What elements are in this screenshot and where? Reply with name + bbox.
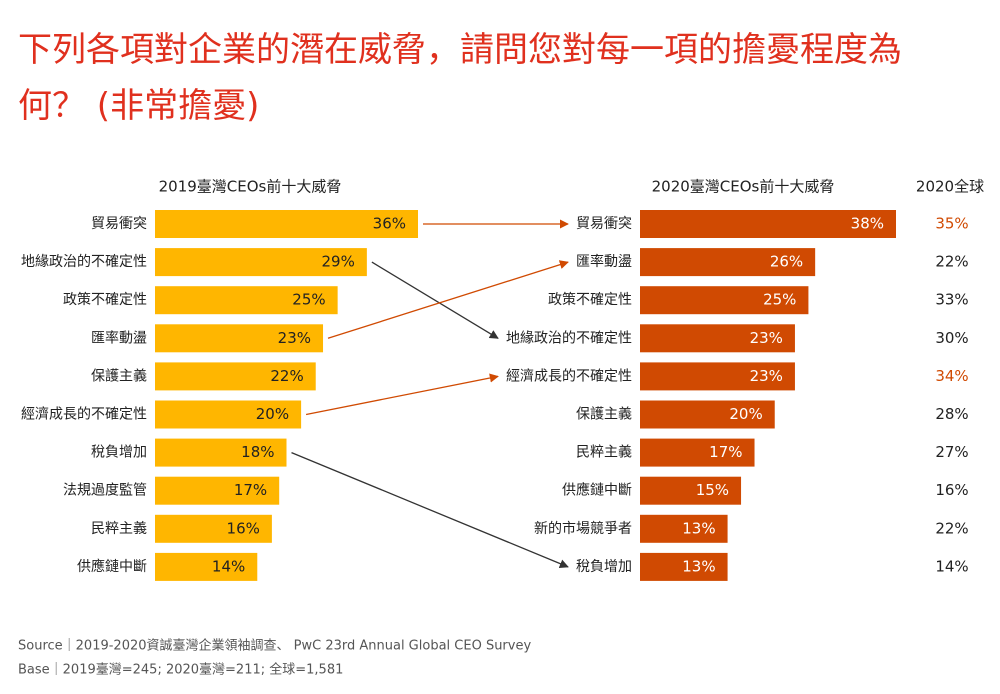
bar (640, 476, 742, 505)
bar (640, 438, 755, 467)
category-label: 政策不確定性 (548, 291, 632, 308)
value-label: 36% (373, 215, 406, 233)
global-value: 28% (935, 405, 968, 423)
base-note: Base｜2019臺灣=245; 2020臺灣=211; 全球=1,581 (18, 662, 343, 678)
global-value: 35% (935, 215, 968, 233)
category-label: 供應鏈中斷 (562, 482, 632, 499)
bar (155, 248, 367, 277)
bar (640, 400, 775, 429)
category-label: 地緣政治的不確定性 (21, 254, 147, 270)
global-value: 22% (935, 519, 968, 537)
category-label: 保護主義 (91, 367, 147, 384)
bar (155, 362, 316, 391)
bar (640, 552, 728, 581)
bar (155, 324, 324, 353)
value-label: 16% (227, 519, 260, 537)
value-label: 25% (763, 291, 796, 309)
category-label: 經濟成長的不確定性 (506, 368, 632, 384)
category-label: 貿易衝突 (576, 216, 632, 232)
value-label: 17% (234, 481, 267, 499)
chart-subtitle: 2019臺灣CEOs前十大威脅 (159, 178, 342, 196)
global-value: 27% (935, 443, 968, 461)
bar (155, 514, 272, 543)
bar (155, 438, 287, 467)
value-label: 17% (709, 443, 742, 461)
category-label: 供應鏈中斷 (77, 558, 147, 575)
category-label: 地緣政治的不確定性 (506, 330, 632, 346)
category-label: 匯率動盪 (576, 253, 632, 270)
bar (155, 210, 418, 238)
value-label: 20% (729, 405, 762, 423)
category-label: 民粹主義 (576, 444, 632, 461)
category-label: 法規過度監管 (63, 482, 147, 499)
category-label: 政策不確定性 (63, 291, 147, 308)
category-label: 新的市場競爭者 (534, 520, 632, 537)
value-label: 25% (292, 291, 325, 309)
rank-arrow (327, 260, 569, 339)
value-label: 29% (322, 253, 355, 271)
global-value: 34% (935, 367, 968, 385)
page-title: 下列各項對企業的潛在威脅，請問您對每一項的擔憂程度為何？ (非常擔憂) (18, 30, 902, 126)
value-label: 18% (241, 443, 274, 461)
value-label: 22% (270, 367, 303, 385)
rank-arrow (305, 373, 499, 416)
global-value: 22% (935, 253, 968, 271)
bar (640, 362, 795, 391)
global-value: 33% (935, 291, 968, 309)
value-label: 20% (256, 405, 289, 423)
value-label: 23% (750, 367, 783, 385)
category-label: 貿易衝突 (91, 216, 147, 232)
global-value: 30% (935, 329, 968, 347)
chart-subtitle: 2020臺灣CEOs前十大威脅 (652, 178, 835, 196)
category-label: 匯率動盪 (91, 329, 147, 346)
category-label: 稅負增加 (91, 445, 147, 461)
bar (155, 400, 302, 429)
bar (155, 476, 280, 505)
value-label: 14% (212, 557, 245, 575)
value-label: 23% (278, 329, 311, 347)
rank-arrow (291, 451, 569, 568)
category-label: 民粹主義 (91, 520, 147, 537)
bar (640, 210, 896, 238)
bar (155, 286, 338, 315)
value-label: 38% (851, 215, 884, 233)
bar (640, 514, 728, 543)
global-header: 2020全球 (916, 178, 984, 196)
value-label: 13% (682, 519, 715, 537)
global-value: 14% (935, 557, 968, 575)
source-note: Source｜2019-2020資誠臺灣企業領袖調查、 PwC 23rd Ann… (18, 638, 531, 654)
rank-arrow (371, 261, 499, 339)
value-label: 26% (770, 253, 803, 271)
bar (640, 324, 795, 353)
category-label: 稅負增加 (576, 559, 632, 575)
value-label: 23% (750, 329, 783, 347)
bar (155, 552, 258, 581)
category-label: 保護主義 (576, 406, 632, 423)
bar (640, 248, 816, 277)
global-value: 16% (935, 481, 968, 499)
value-label: 13% (682, 557, 715, 575)
category-label: 經濟成長的不確定性 (21, 407, 147, 423)
bar (640, 286, 809, 315)
value-label: 15% (696, 481, 729, 499)
